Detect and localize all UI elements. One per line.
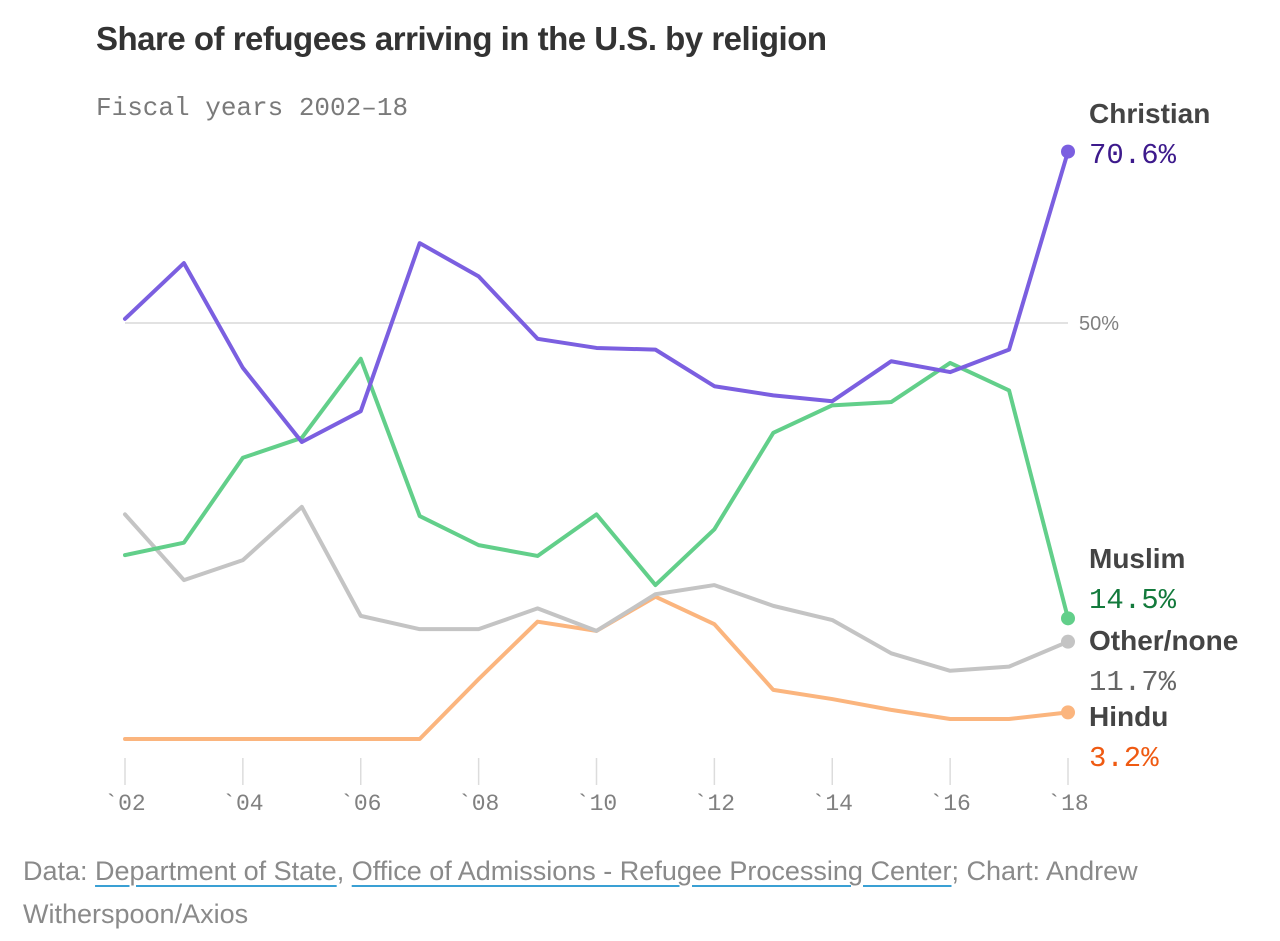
series-value-label-muslim: 14.5% [1089, 584, 1177, 617]
source-separator: , [336, 856, 352, 886]
end-point-other-none [1061, 634, 1075, 649]
end-labels: Christian 70.6% Muslim 14.5% Other/none 11.7%… [1089, 98, 1238, 775]
series-line-muslim [123, 356, 1070, 621]
series-line-other-none [123, 504, 1070, 673]
source-link-department-of-state[interactable]: Department of State [95, 856, 337, 886]
y-gridline-label: 50% [1079, 313, 1119, 335]
x-tick-label: `14 [812, 791, 853, 817]
source-prefix: Data: [23, 856, 96, 886]
x-tick-label: `02 [104, 791, 145, 817]
series-lines [123, 144, 1075, 741]
end-point-christian [1061, 144, 1075, 159]
chart-subtitle: Fiscal years 2002–18 [96, 93, 409, 123]
source-link-refugee-processing-center[interactable]: Office of Admissions - Refugee Processin… [351, 856, 952, 886]
series-name-label-christian: Christian [1089, 98, 1210, 129]
source-footer: Data: Department of State, Office of Adm… [23, 850, 1263, 936]
x-axis: `02 `04 `06 `08 `10 `12 `14 `16 `18 [104, 758, 1089, 817]
x-tick-label: `08 [458, 791, 499, 817]
series-line-hindu [123, 594, 1070, 741]
x-tick-label: `12 [694, 791, 735, 817]
series-value-label-christian: 70.6% [1089, 139, 1177, 172]
x-tick-label: `06 [340, 791, 381, 817]
series-name-label-hindu: Hindu [1089, 701, 1168, 732]
x-tick-label: `16 [929, 791, 970, 817]
series-line-christian [123, 149, 1070, 444]
end-point-muslim [1061, 611, 1075, 626]
end-point-hindu [1061, 705, 1075, 720]
chart-title: Share of refugees arriving in the U.S. b… [96, 20, 827, 57]
credit-text: ; Chart: Andrew Witherspoon/Axios [23, 856, 1138, 929]
x-tick-label: `04 [222, 791, 263, 817]
x-tick-label: `10 [576, 791, 617, 817]
series-value-label-other-none: 11.7% [1089, 666, 1177, 699]
series-name-label-other-none: Other/none [1089, 625, 1238, 656]
x-tick-label: `18 [1047, 791, 1088, 817]
series-value-label-hindu: 3.2% [1089, 742, 1159, 775]
series-name-label-muslim: Muslim [1089, 543, 1185, 574]
gridlines: 50% [125, 313, 1119, 335]
